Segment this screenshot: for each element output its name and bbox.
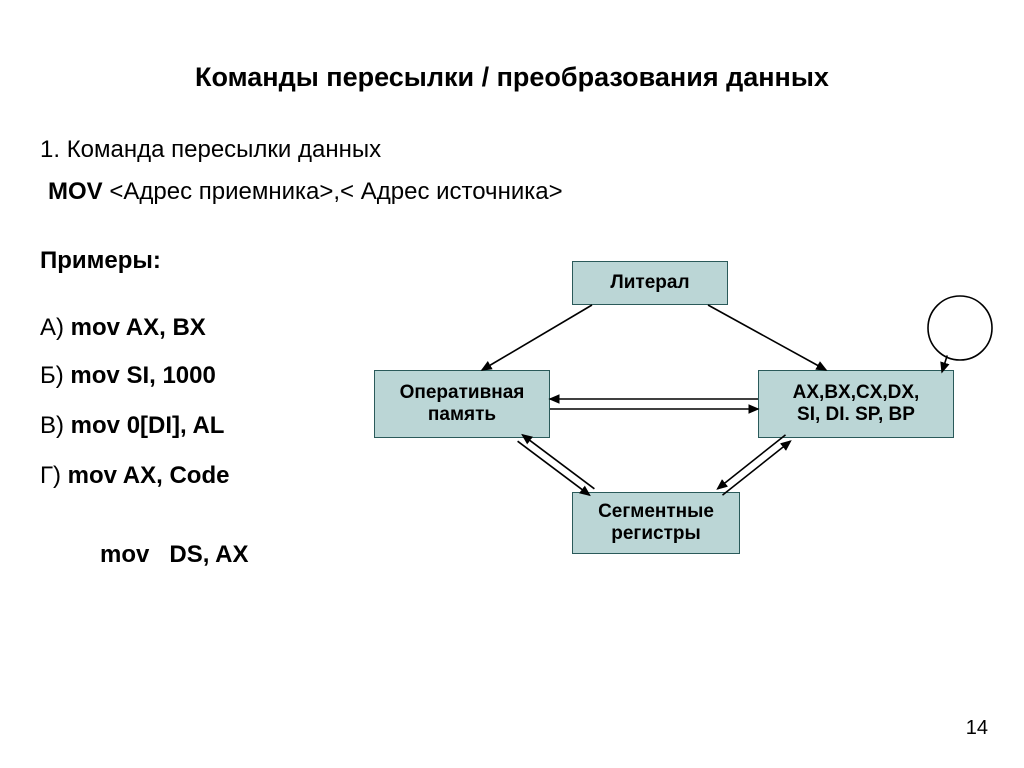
- mov-syntax-line: MOV <Адрес приемника>,< Адрес источника>: [48, 176, 563, 207]
- node-ram-line2: память: [428, 404, 496, 426]
- ex-a-code: mov AX, BX: [71, 314, 206, 341]
- node-segs-line1: Сегментные: [598, 501, 714, 523]
- mov-label: MOV: [48, 178, 109, 205]
- node-ram: Оперативная память: [374, 370, 550, 438]
- ex-b-code: mov SI, 1000: [70, 362, 215, 389]
- ex-a-prefix: А): [40, 314, 71, 341]
- example-a: А) mov AX, BX: [40, 312, 206, 343]
- ex-v-prefix: В): [40, 412, 71, 439]
- ex-g2-indent: [67, 541, 100, 568]
- node-literal: Литерал: [572, 261, 728, 305]
- example-b: Б) mov SI, 1000: [40, 360, 216, 391]
- example-g: Г) mov AX, Code: [40, 460, 229, 491]
- ex-g-prefix: Г): [40, 462, 68, 489]
- ex-g-code: mov AX, Code: [68, 462, 230, 489]
- examples-label: Примеры:: [40, 245, 161, 276]
- slide-root: Команды пересылки / преобразования данны…: [0, 0, 1024, 768]
- example-v: В) mov 0[DI], AL: [40, 410, 224, 441]
- slide-title: Команды пересылки / преобразования данны…: [0, 62, 1024, 93]
- line1-text: Команда пересылки данных: [67, 136, 381, 163]
- node-ram-line1: Оперативная: [400, 382, 525, 404]
- node-regs-line2: SI, DI. SP, BP: [797, 404, 915, 426]
- example-g2: mov DS, AX: [40, 508, 249, 602]
- node-regs: AX,BX,CX,DX, SI, DI. SP, BP: [758, 370, 954, 438]
- node-literal-label: Литерал: [610, 272, 689, 294]
- line-1: 1. Команда пересылки данных: [40, 134, 381, 165]
- line1-prefix: 1.: [40, 136, 67, 163]
- page-number: 14: [966, 717, 988, 740]
- ex-v-code: mov 0[DI], AL: [71, 412, 225, 439]
- ex-g2-code: mov DS, AX: [100, 541, 248, 568]
- mov-args: <Адрес приемника>,< Адрес источника>: [109, 178, 562, 205]
- ex-b-prefix: Б): [40, 362, 70, 389]
- node-segs: Сегментные регистры: [572, 492, 740, 554]
- node-regs-line1: AX,BX,CX,DX,: [793, 382, 920, 404]
- node-segs-line2: регистры: [611, 523, 700, 545]
